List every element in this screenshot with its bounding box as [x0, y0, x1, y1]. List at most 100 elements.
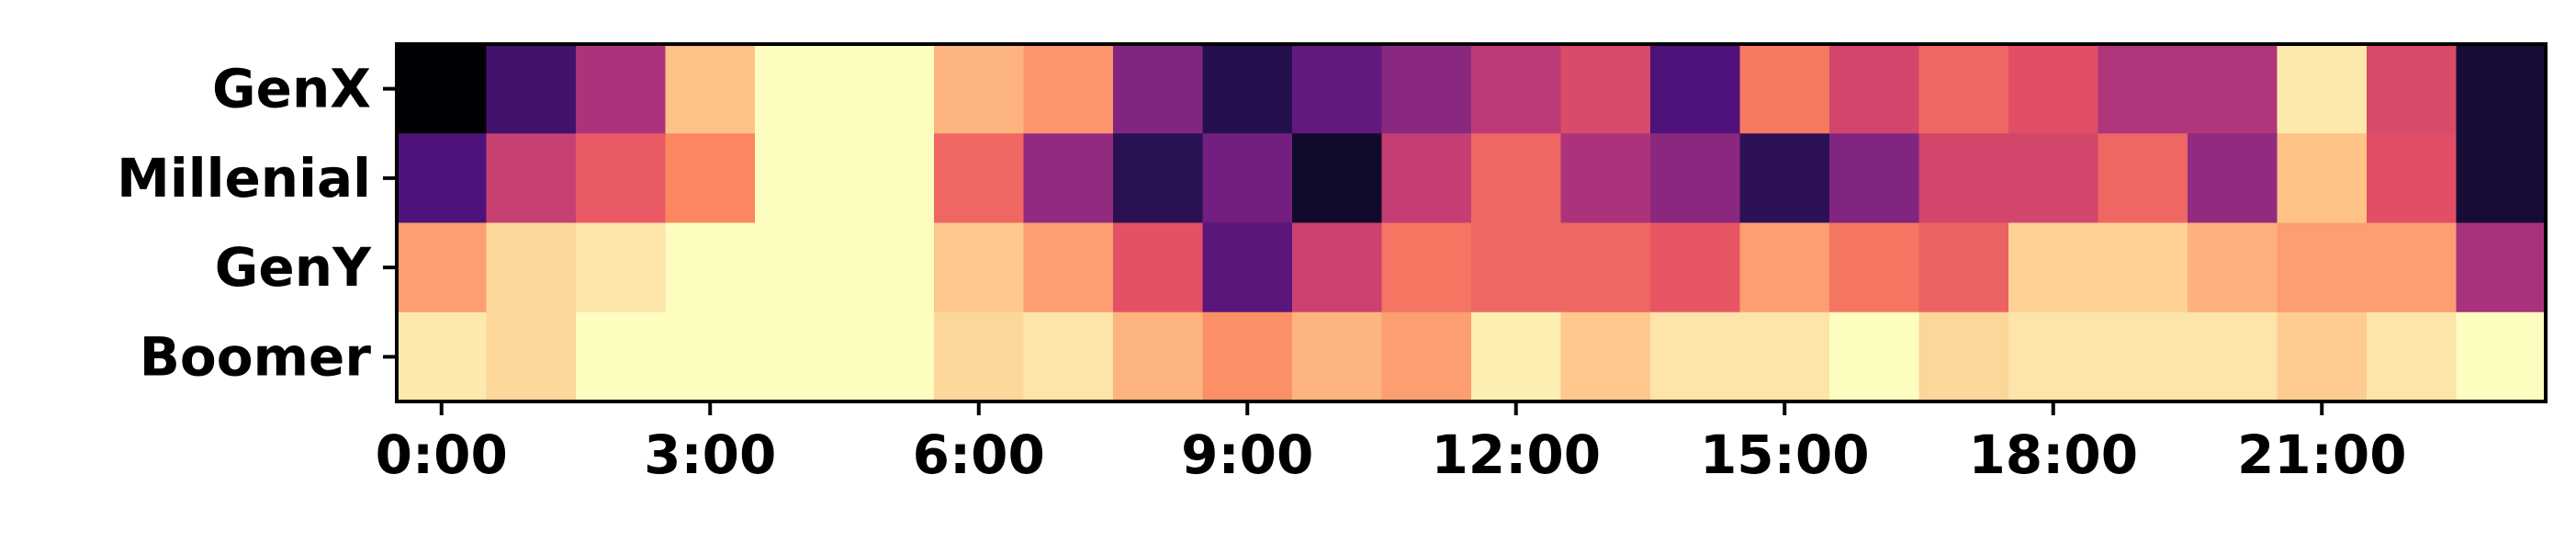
- heatmap-cell-geny-2200: [2367, 222, 2458, 313]
- heatmap-cell-millenial-1500: [1739, 133, 1830, 224]
- heatmap-cell-geny-200: [576, 222, 667, 313]
- heatmap-cell-millenial-1900: [2098, 133, 2188, 224]
- heatmap-cell-millenial-1300: [1560, 133, 1651, 224]
- x-tick-label-1500: 15:00: [1700, 424, 1870, 486]
- heatmap-cell-millenial-700: [1023, 133, 1114, 224]
- heatmap-cell-geny-1200: [1471, 222, 1562, 313]
- heatmap-cell-geny-1000: [1292, 222, 1383, 313]
- heatmap-cell-geny-400: [755, 222, 846, 313]
- x-tick-label-300: 3:00: [644, 424, 776, 486]
- heatmap-cell-genx-800: [1113, 44, 1204, 134]
- x-tick-label-2100: 21:00: [2237, 424, 2407, 486]
- heatmap-cell-genx-2300: [2456, 44, 2547, 134]
- heatmap-cell-genx-1800: [2008, 44, 2099, 134]
- heatmap-cell-millenial-2300: [2456, 133, 2547, 224]
- y-tick-label-genx: GenX: [212, 58, 371, 120]
- heatmap-cell-boomer-700: [1023, 311, 1114, 402]
- heatmap-cell-millenial-200: [576, 133, 667, 224]
- heatmap-cell-boomer-1700: [1918, 311, 2009, 402]
- heatmap-cell-genx-1500: [1739, 44, 1830, 134]
- heatmap-cell-boomer-2000: [2188, 311, 2278, 402]
- x-tick-label-900: 9:00: [1181, 424, 1313, 486]
- heatmap-cell-boomer-500: [844, 311, 935, 402]
- heatmap-cell-millenial-800: [1113, 133, 1204, 224]
- heatmap-cell-genx-500: [844, 44, 935, 134]
- heatmap-cell-millenial-000: [397, 133, 488, 224]
- heatmap-cell-genx-1300: [1560, 44, 1651, 134]
- x-axis: 0:00 3:00 6:00 9:00 12:00 15:00 18:00 21:00: [376, 401, 2407, 486]
- heatmap-cell-genx-900: [1202, 44, 1293, 134]
- x-tick-label-1200: 12:00: [1431, 424, 1601, 486]
- heatmap-cell-boomer-1800: [2008, 311, 2099, 402]
- heatmap-cell-geny-000: [397, 222, 488, 313]
- heatmap-cell-boomer-1200: [1471, 311, 1562, 402]
- heatmap-cell-millenial-500: [844, 133, 935, 224]
- heatmap-cell-genx-700: [1023, 44, 1114, 134]
- heatmap-cell-boomer-000: [397, 311, 488, 402]
- heatmap-cell-genx-1400: [1650, 44, 1741, 134]
- heatmap-cell-geny-900: [1202, 222, 1293, 313]
- heatmap-cell-millenial-1000: [1292, 133, 1383, 224]
- heatmap-cell-boomer-1600: [1829, 311, 1920, 402]
- heatmap-cell-genx-2000: [2188, 44, 2278, 134]
- y-tick-label-millenial: Millenial: [117, 147, 371, 209]
- heatmap-cell-geny-1400: [1650, 222, 1741, 313]
- heatmap-cell-genx-000: [397, 44, 488, 134]
- heatmap-cell-boomer-400: [755, 311, 846, 402]
- heatmap-cell-genx-600: [934, 44, 1025, 134]
- heatmap-cell-boomer-2200: [2367, 311, 2458, 402]
- heatmap-cell-millenial-2200: [2367, 133, 2458, 224]
- heatmap-cell-geny-1800: [2008, 222, 2099, 313]
- heatmap-cell-boomer-100: [486, 311, 577, 402]
- heatmap-cell-genx-200: [576, 44, 667, 134]
- heatmap-cells: [397, 44, 2547, 402]
- heatmap-cell-geny-500: [844, 222, 935, 313]
- heatmap-cell-geny-800: [1113, 222, 1204, 313]
- heatmap-cell-geny-100: [486, 222, 577, 313]
- heatmap-cell-boomer-1100: [1381, 311, 1472, 402]
- heatmap-cell-genx-1200: [1471, 44, 1562, 134]
- heatmap-cell-millenial-1200: [1471, 133, 1562, 224]
- heatmap-cell-geny-1100: [1381, 222, 1472, 313]
- x-tick-label-000: 0:00: [376, 424, 508, 486]
- heatmap-cell-boomer-1300: [1560, 311, 1651, 402]
- heatmap-cell-geny-2300: [2456, 222, 2547, 313]
- heatmap-cell-genx-1000: [1292, 44, 1383, 134]
- heatmap-cell-millenial-1400: [1650, 133, 1741, 224]
- heatmap-cell-genx-2100: [2277, 44, 2368, 134]
- heatmap-cell-boomer-200: [576, 311, 667, 402]
- heatmap-cell-millenial-400: [755, 133, 846, 224]
- heatmap-cell-genx-300: [665, 44, 756, 134]
- heatmap-cell-millenial-300: [665, 133, 756, 224]
- heatmap-cell-geny-700: [1023, 222, 1114, 313]
- heatmap-cell-geny-1300: [1560, 222, 1651, 313]
- heatmap-cell-boomer-600: [934, 311, 1025, 402]
- heatmap-cell-millenial-1100: [1381, 133, 1472, 224]
- heatmap-cell-boomer-800: [1113, 311, 1204, 402]
- heatmap-cell-boomer-1000: [1292, 311, 1383, 402]
- heatmap-cell-geny-1600: [1829, 222, 1920, 313]
- heatmap-cell-geny-300: [665, 222, 756, 313]
- heatmap-cell-genx-2200: [2367, 44, 2458, 134]
- heatmap-cell-millenial-1800: [2008, 133, 2099, 224]
- heatmap-cell-geny-1500: [1739, 222, 1830, 313]
- heatmap-cell-genx-1600: [1829, 44, 1920, 134]
- x-tick-label-1800: 18:00: [1968, 424, 2138, 486]
- heatmap-cell-millenial-2000: [2188, 133, 2278, 224]
- heatmap-cell-geny-2000: [2188, 222, 2278, 313]
- heatmap-cell-millenial-1600: [1829, 133, 1920, 224]
- heatmap-cell-boomer-2100: [2277, 311, 2368, 402]
- heatmap-cell-millenial-1700: [1918, 133, 2009, 224]
- heatmap-cell-geny-1700: [1918, 222, 2009, 313]
- heatmap-cell-genx-1700: [1918, 44, 2009, 134]
- heatmap-cell-millenial-600: [934, 133, 1025, 224]
- heatmap-cell-millenial-2100: [2277, 133, 2368, 224]
- heatmap-cell-boomer-1400: [1650, 311, 1741, 402]
- heatmap-cell-genx-1100: [1381, 44, 1472, 134]
- heatmap-cell-boomer-900: [1202, 311, 1293, 402]
- heatmap-cell-geny-2100: [2277, 222, 2368, 313]
- heatmap-cell-genx-100: [486, 44, 577, 134]
- y-tick-label-boomer: Boomer: [140, 325, 372, 388]
- heatmap-cell-genx-400: [755, 44, 846, 134]
